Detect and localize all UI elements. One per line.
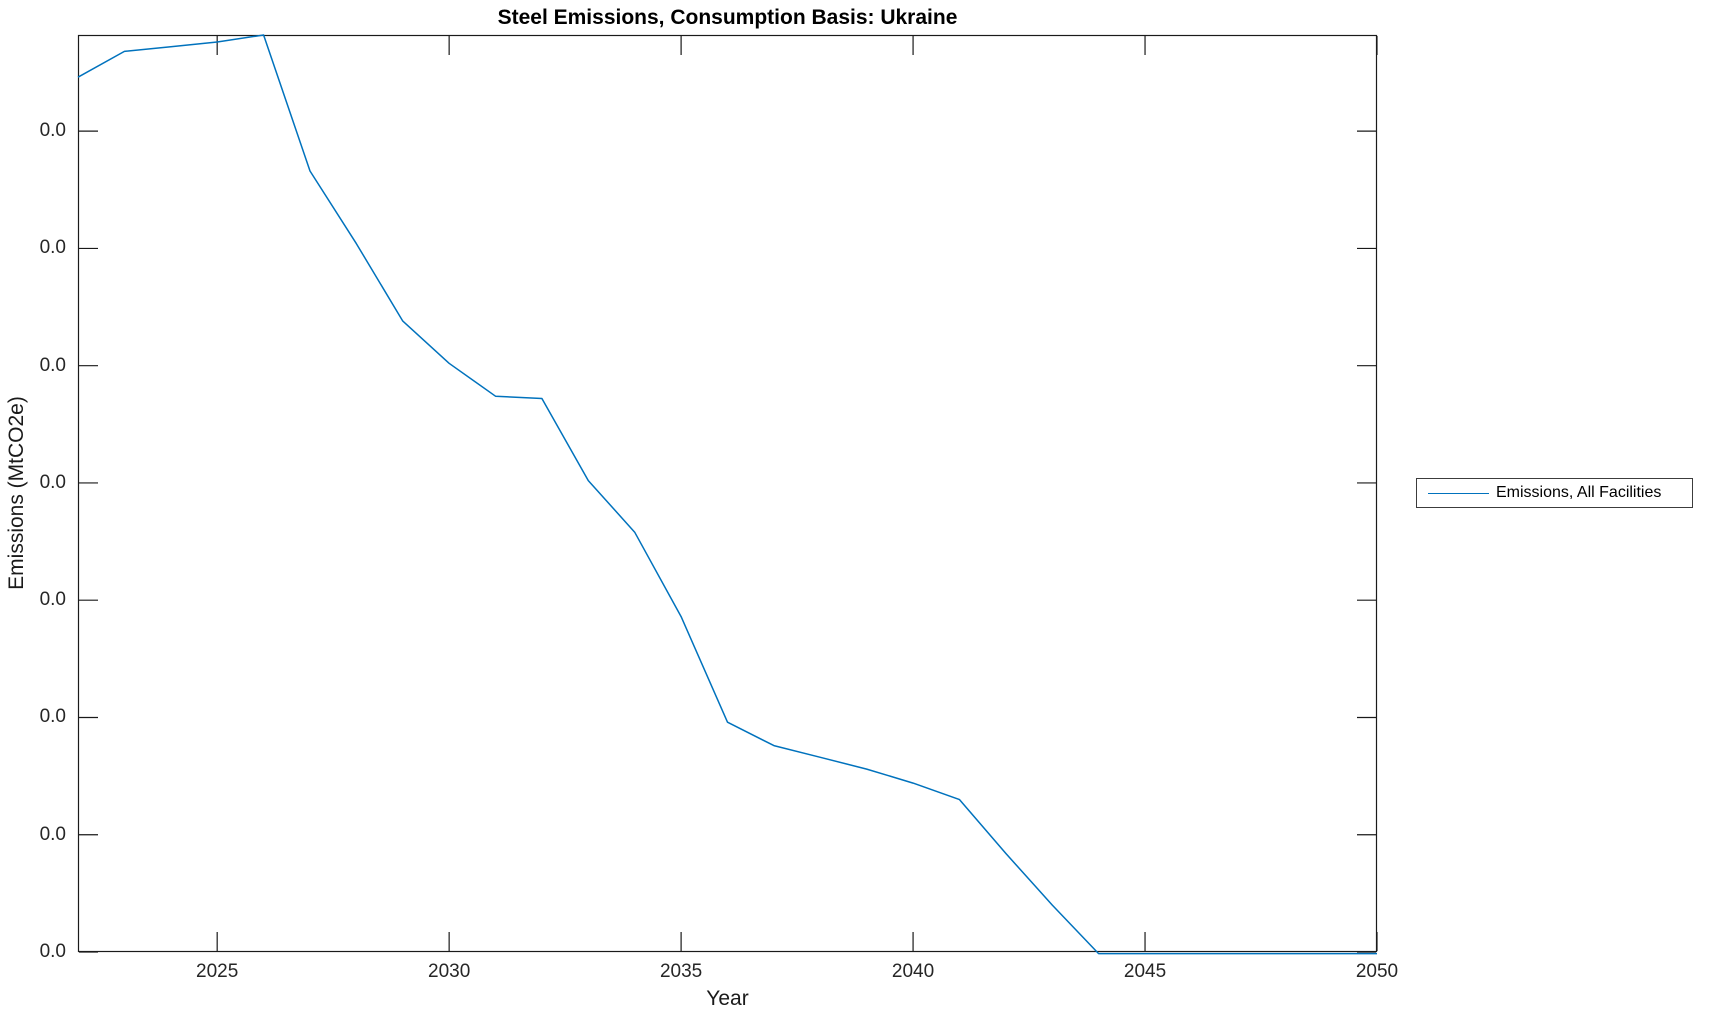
y-tick-label: 0.0	[39, 237, 66, 259]
y-tick-label: 0.0	[39, 823, 66, 845]
x-tick-label: 2025	[196, 961, 239, 982]
y-tick-label: 0.0	[39, 589, 66, 611]
legend-line-sample-icon	[1428, 492, 1489, 494]
x-tick-label: 2045	[1123, 961, 1167, 982]
y-tick-label: 0.0	[39, 354, 66, 376]
axes-box	[77, 34, 1378, 955]
x-tick-label: 2035	[659, 961, 703, 982]
x-tick-label: 2040	[891, 961, 935, 982]
plot-area	[77, 34, 1378, 955]
axes-border	[77, 34, 1378, 953]
x-axis-label: Year	[706, 987, 749, 1010]
y-axis-label: Emissions (MtCO2e)	[5, 396, 28, 590]
y-tick-label: 0.0	[39, 120, 66, 142]
y-tick-label: 0.0	[39, 471, 66, 493]
chart-title: Steel Emissions, Consumption Basis: Ukra…	[497, 6, 958, 29]
y-tick-label: 0.0	[39, 941, 66, 962]
x-tick-label: 2030	[428, 961, 471, 982]
legend-box: Emissions, All Facilities	[1416, 478, 1693, 508]
legend-entry-label: Emissions, All Facilities	[1496, 484, 1662, 501]
x-tick-label: 2050	[1355, 961, 1399, 982]
y-tick-label: 0.0	[39, 706, 66, 728]
series-line-emissions-all-facilities	[77, 34, 1377, 955]
